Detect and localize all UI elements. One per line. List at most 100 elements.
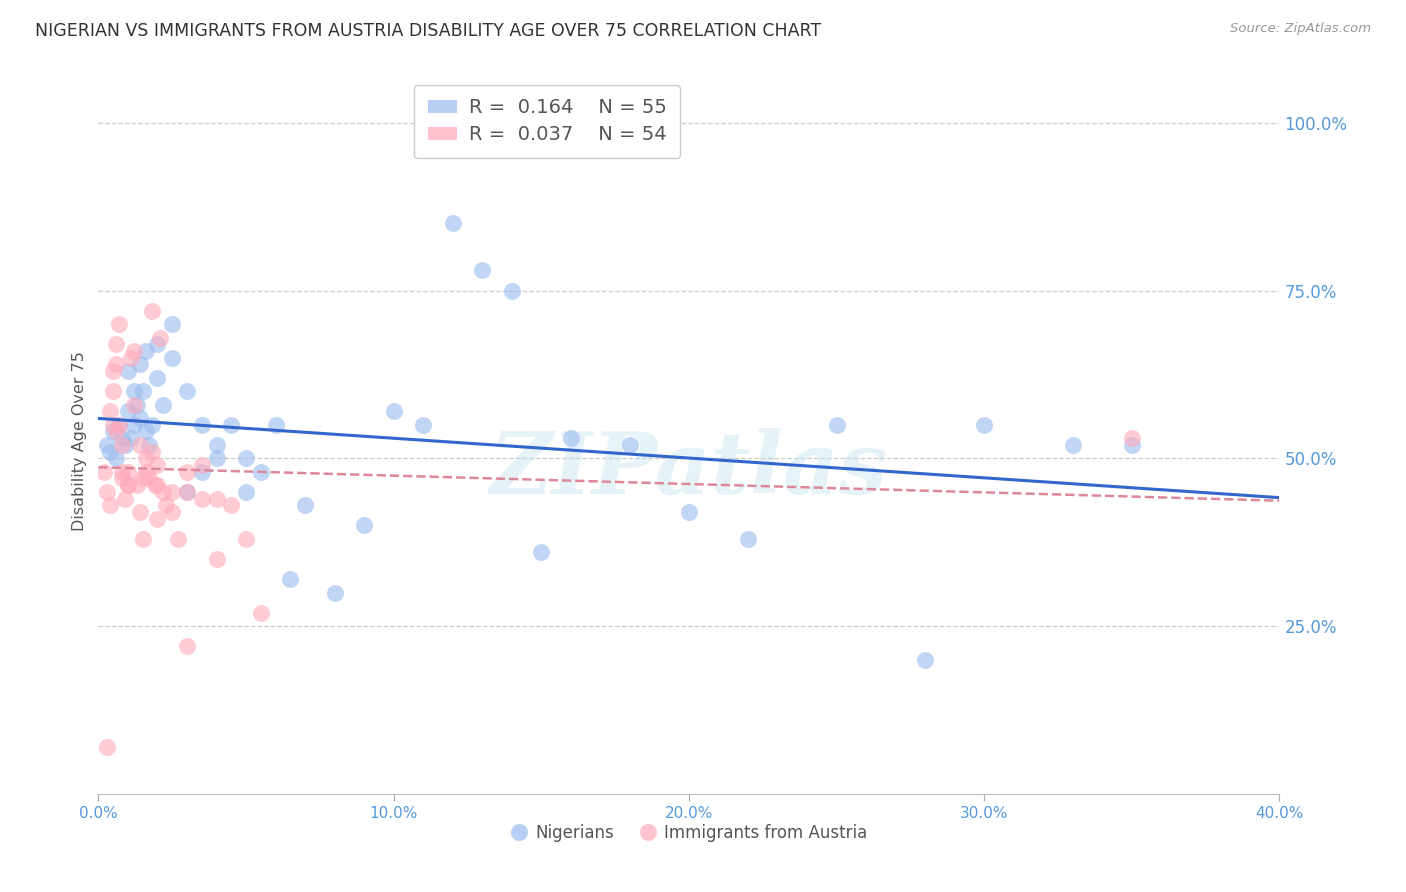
- Point: [280, 572, 302, 586]
- Point: [128, 357, 150, 371]
- Point: [125, 398, 148, 412]
- Text: ZIPatlas: ZIPatlas: [489, 428, 889, 511]
- Point: [135, 343, 157, 358]
- Text: Source: ZipAtlas.com: Source: ZipAtlas.com: [1230, 22, 1371, 36]
- Point: [737, 532, 759, 546]
- Point: [96, 739, 118, 754]
- Point: [191, 458, 214, 472]
- Point: [141, 417, 163, 432]
- Point: [191, 465, 214, 479]
- Point: [122, 398, 145, 412]
- Point: [825, 417, 848, 432]
- Text: NIGERIAN VS IMMIGRANTS FROM AUSTRIA DISABILITY AGE OVER 75 CORRELATION CHART: NIGERIAN VS IMMIGRANTS FROM AUSTRIA DISA…: [35, 22, 821, 40]
- Point: [117, 364, 139, 378]
- Point: [323, 585, 346, 599]
- Point: [117, 465, 139, 479]
- Point: [114, 438, 136, 452]
- Point: [105, 337, 128, 351]
- Point: [250, 606, 273, 620]
- Point: [128, 438, 150, 452]
- Point: [138, 438, 160, 452]
- Point: [117, 404, 139, 418]
- Y-axis label: Disability Age Over 75: Disability Age Over 75: [72, 351, 87, 532]
- Point: [1121, 431, 1143, 445]
- Point: [138, 471, 160, 485]
- Point: [141, 303, 163, 318]
- Point: [128, 505, 150, 519]
- Point: [103, 384, 125, 399]
- Point: [235, 484, 257, 499]
- Point: [176, 639, 198, 653]
- Point: [146, 512, 169, 526]
- Point: [221, 498, 243, 512]
- Point: [111, 465, 134, 479]
- Point: [294, 498, 316, 512]
- Point: [560, 431, 582, 445]
- Point: [120, 431, 142, 445]
- Point: [132, 532, 155, 546]
- Point: [1062, 438, 1084, 452]
- Point: [167, 532, 190, 546]
- Point: [108, 317, 131, 331]
- Point: [98, 444, 121, 458]
- Point: [205, 491, 228, 506]
- Point: [120, 351, 142, 365]
- Point: [135, 465, 157, 479]
- Point: [382, 404, 405, 418]
- Point: [146, 478, 169, 492]
- Point: [205, 552, 228, 566]
- Point: [98, 404, 121, 418]
- Point: [96, 438, 118, 452]
- Point: [108, 417, 131, 432]
- Point: [176, 465, 198, 479]
- Point: [149, 330, 172, 344]
- Point: [125, 478, 148, 492]
- Legend: Nigerians, Immigrants from Austria: Nigerians, Immigrants from Austria: [503, 818, 875, 849]
- Point: [191, 491, 214, 506]
- Point: [135, 451, 157, 466]
- Point: [143, 478, 166, 492]
- Point: [105, 451, 128, 466]
- Point: [105, 357, 128, 371]
- Point: [111, 431, 134, 445]
- Point: [235, 532, 257, 546]
- Point: [176, 384, 198, 399]
- Point: [135, 425, 157, 439]
- Point: [162, 505, 183, 519]
- Point: [117, 478, 139, 492]
- Point: [191, 417, 214, 432]
- Point: [250, 465, 273, 479]
- Point: [93, 465, 115, 479]
- Point: [122, 343, 145, 358]
- Point: [103, 364, 125, 378]
- Point: [108, 417, 131, 432]
- Point: [122, 384, 145, 399]
- Point: [914, 653, 936, 667]
- Point: [114, 491, 136, 506]
- Point: [128, 411, 150, 425]
- Point: [441, 216, 464, 230]
- Point: [162, 484, 183, 499]
- Point: [353, 518, 375, 533]
- Point: [96, 484, 118, 499]
- Point: [132, 384, 155, 399]
- Point: [235, 451, 257, 466]
- Point: [152, 484, 174, 499]
- Point: [117, 478, 139, 492]
- Point: [530, 545, 553, 559]
- Point: [162, 351, 183, 365]
- Point: [132, 471, 155, 485]
- Point: [146, 371, 169, 385]
- Point: [412, 417, 434, 432]
- Point: [221, 417, 243, 432]
- Point: [176, 484, 198, 499]
- Point: [678, 505, 700, 519]
- Point: [205, 438, 228, 452]
- Point: [111, 471, 134, 485]
- Point: [162, 317, 183, 331]
- Point: [155, 498, 177, 512]
- Point: [471, 263, 494, 277]
- Point: [619, 438, 641, 452]
- Point: [973, 417, 995, 432]
- Point: [146, 458, 169, 472]
